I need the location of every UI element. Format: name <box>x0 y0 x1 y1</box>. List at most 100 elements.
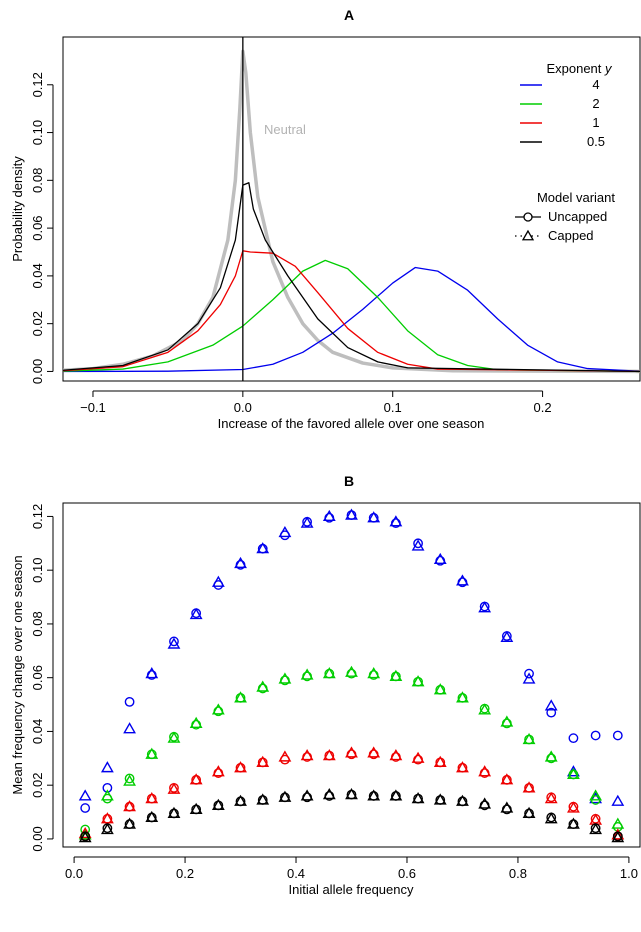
panel-b-y-axis-label: Mean frequency change over one season <box>10 555 25 794</box>
panel-b-y-tick-label: 0.02 <box>30 773 45 798</box>
capped-point <box>145 747 159 759</box>
capped-point <box>522 806 536 819</box>
capped-point <box>433 755 447 767</box>
capped-point <box>345 665 358 677</box>
capped-point <box>456 574 469 586</box>
capped-point <box>322 749 336 761</box>
panel-a-x-tick-label: 0.0 <box>234 400 252 415</box>
uncapped-point <box>612 730 623 741</box>
capped-point <box>78 830 92 843</box>
uncapped-point <box>568 733 579 744</box>
capped-point <box>567 767 580 780</box>
capped-point <box>456 761 469 773</box>
capped-point <box>278 525 292 538</box>
capped-point <box>234 761 247 773</box>
capped-point <box>611 830 625 843</box>
capped-point <box>123 817 136 829</box>
capped-point <box>433 793 447 805</box>
exponent-legend: Exponent y 4 2 1 0.5 <box>520 61 613 149</box>
exponent-legend-label: 2 <box>592 96 599 111</box>
capped-point <box>389 669 403 681</box>
capped-point <box>189 607 203 620</box>
exponent-legend-label: 0.5 <box>587 134 605 149</box>
capped-point <box>145 792 159 804</box>
capped-point <box>500 773 514 785</box>
capped-point <box>167 782 181 794</box>
capped-point <box>345 746 358 758</box>
capped-point <box>322 787 336 800</box>
capped-point <box>522 672 536 684</box>
capped-point <box>345 508 358 520</box>
uncapped-point <box>169 636 179 647</box>
panel-a-y-tick-label: 0.12 <box>30 72 45 97</box>
capped-point <box>433 552 447 565</box>
density-curve-y-0-5 <box>63 182 640 373</box>
panel-a-y-tick-label: 0.10 <box>30 120 45 145</box>
capped-point <box>478 703 492 715</box>
capped-point <box>300 516 314 528</box>
capped-point <box>256 793 270 805</box>
capped-point <box>145 667 159 679</box>
density-curve-y-1 <box>63 250 640 373</box>
capped-point <box>567 817 580 829</box>
panel-a-title: A <box>344 7 354 23</box>
capped-point <box>367 511 381 523</box>
capped-point <box>456 691 469 703</box>
uncapped-point <box>124 773 135 784</box>
capped-point <box>278 672 292 684</box>
capped-point <box>167 731 181 743</box>
panel-a-y-tick-label: 0.04 <box>30 263 45 288</box>
panel-b-y-tick-label: 0.08 <box>30 611 45 636</box>
capped-point <box>100 812 114 824</box>
capped-point <box>544 699 558 711</box>
panel-b-y-tick-label: 0.12 <box>30 504 45 529</box>
capped-point <box>544 812 558 824</box>
capped-point <box>256 755 270 767</box>
capped-point <box>211 575 225 587</box>
capped-point <box>411 539 425 551</box>
capped-point <box>367 746 381 758</box>
capped-point <box>500 801 514 813</box>
panel-a-y-tick-label: 0.06 <box>30 215 45 240</box>
capped-point <box>234 794 247 806</box>
capped-point <box>411 792 425 804</box>
panel-a-y-axis: 0.00 0.02 0.04 0.06 0.08 0.10 0.12 <box>30 72 54 384</box>
capped-point <box>278 750 292 762</box>
capped-point <box>500 715 514 727</box>
capped-point <box>100 789 114 801</box>
model-variant-legend-label: Uncapped <box>548 209 607 224</box>
capped-point <box>522 732 536 745</box>
capped-point <box>589 789 603 801</box>
capped-point <box>189 802 203 814</box>
capped-point <box>145 810 159 823</box>
capped-point <box>123 722 136 734</box>
panel-b-x-tick-label: 0.8 <box>509 866 527 881</box>
capped-point <box>256 542 270 554</box>
capped-point <box>167 637 181 649</box>
capped-point <box>167 806 181 819</box>
capped-point <box>100 761 114 773</box>
capped-point <box>234 556 247 569</box>
panel-b-title: B <box>344 473 354 489</box>
capped-point <box>389 749 403 761</box>
capped-point <box>411 751 425 763</box>
panel-a-y-tick-label: 0.02 <box>30 311 45 336</box>
uncapped-point <box>413 538 423 549</box>
panel-b-y-tick-label: 0.10 <box>30 558 45 583</box>
panel-a: A −0.1 0.0 0.1 0.2 0.00 0.02 0.04 0.06 0.08 0.10… <box>10 7 641 431</box>
uncapped-point <box>124 696 135 707</box>
capped-point <box>522 781 536 793</box>
panel-a-plot-frame <box>62 36 641 382</box>
capped-point <box>234 691 247 703</box>
panel-b-x-tick-label: 0.0 <box>65 866 83 881</box>
capped-point <box>78 789 92 801</box>
capped-point <box>367 789 381 801</box>
capped-point <box>544 750 558 762</box>
capped-point <box>123 774 136 786</box>
capped-point <box>544 792 558 804</box>
capped-point <box>478 765 492 777</box>
panel-b-x-axis: 0.0 0.2 0.4 0.6 0.8 1.0 <box>65 856 638 881</box>
capped-point <box>589 822 603 835</box>
uncapped-point <box>546 707 557 718</box>
